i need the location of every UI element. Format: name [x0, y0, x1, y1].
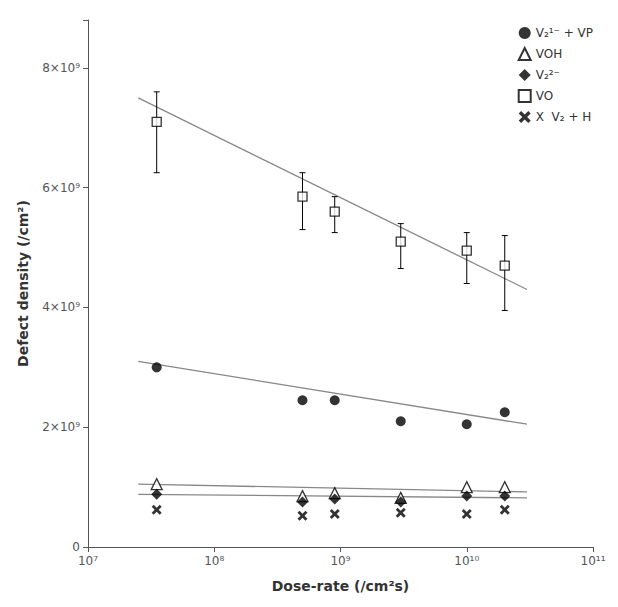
svg-text:X V₂ + H: X V₂ + H — [536, 110, 592, 124]
svg-text:8×10⁹: 8×10⁹ — [42, 61, 80, 75]
svg-text:10⁷: 10⁷ — [78, 554, 98, 568]
svg-text:V₂²⁻: V₂²⁻ — [536, 68, 560, 82]
svg-text:Defect density (/cm²): Defect density (/cm²) — [15, 200, 31, 367]
svg-text:10¹¹: 10¹¹ — [581, 554, 606, 568]
svg-text:10⁹: 10⁹ — [330, 554, 350, 568]
svg-text:10⁸: 10⁸ — [204, 554, 224, 568]
svg-text:4×10⁹: 4×10⁹ — [42, 300, 80, 314]
svg-text:VO: VO — [536, 89, 553, 103]
svg-text:2×10⁹: 2×10⁹ — [42, 420, 80, 434]
svg-text:6×10⁹: 6×10⁹ — [42, 181, 80, 195]
svg-text:Dose-rate (/cm²s): Dose-rate (/cm²s) — [272, 578, 410, 594]
svg-text:10¹⁰: 10¹⁰ — [454, 554, 479, 568]
svg-text:0: 0 — [72, 540, 80, 554]
svg-text:VOH: VOH — [536, 47, 562, 61]
svg-text:V₂¹⁻ + VP: V₂¹⁻ + VP — [536, 26, 593, 40]
